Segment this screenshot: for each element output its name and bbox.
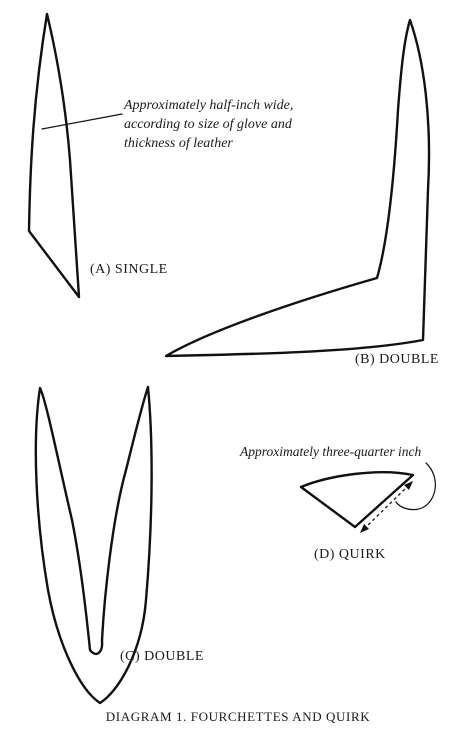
- single-width-note-line-2: according to size of glove and: [124, 117, 292, 132]
- fourchette-double-c-shape: [34, 385, 153, 705]
- single-width-note-line-3: thickness of leather: [124, 136, 233, 151]
- single-width-note-line-1: Approximately half-inch wide,: [124, 98, 294, 113]
- single-width-note: Approximately half-inch wide, according …: [124, 96, 293, 153]
- quirk-arrowhead-bottom: [360, 524, 369, 533]
- fourchette-double-b-shape: [164, 18, 431, 358]
- label-quirk: (D) QUIRK: [314, 547, 386, 562]
- quirk-leader-curve: [395, 462, 436, 511]
- quirk-width-note: Approximately three-quarter inch: [240, 444, 422, 459]
- label-double-c: (C) DOUBLE: [120, 649, 204, 664]
- quirk-shape: [299, 471, 415, 529]
- quirk-dimension-line: [363, 484, 410, 530]
- diagram-caption: DIAGRAM 1. FOURCHETTES AND QUIRK: [105, 709, 371, 724]
- label-double-b: (B) DOUBLE: [355, 352, 439, 367]
- fourchette-single-shape: [27, 12, 81, 299]
- label-single: (A) SINGLE: [90, 262, 168, 277]
- quirk-arrowhead-top: [404, 481, 413, 490]
- single-leader-line: [41, 113, 123, 130]
